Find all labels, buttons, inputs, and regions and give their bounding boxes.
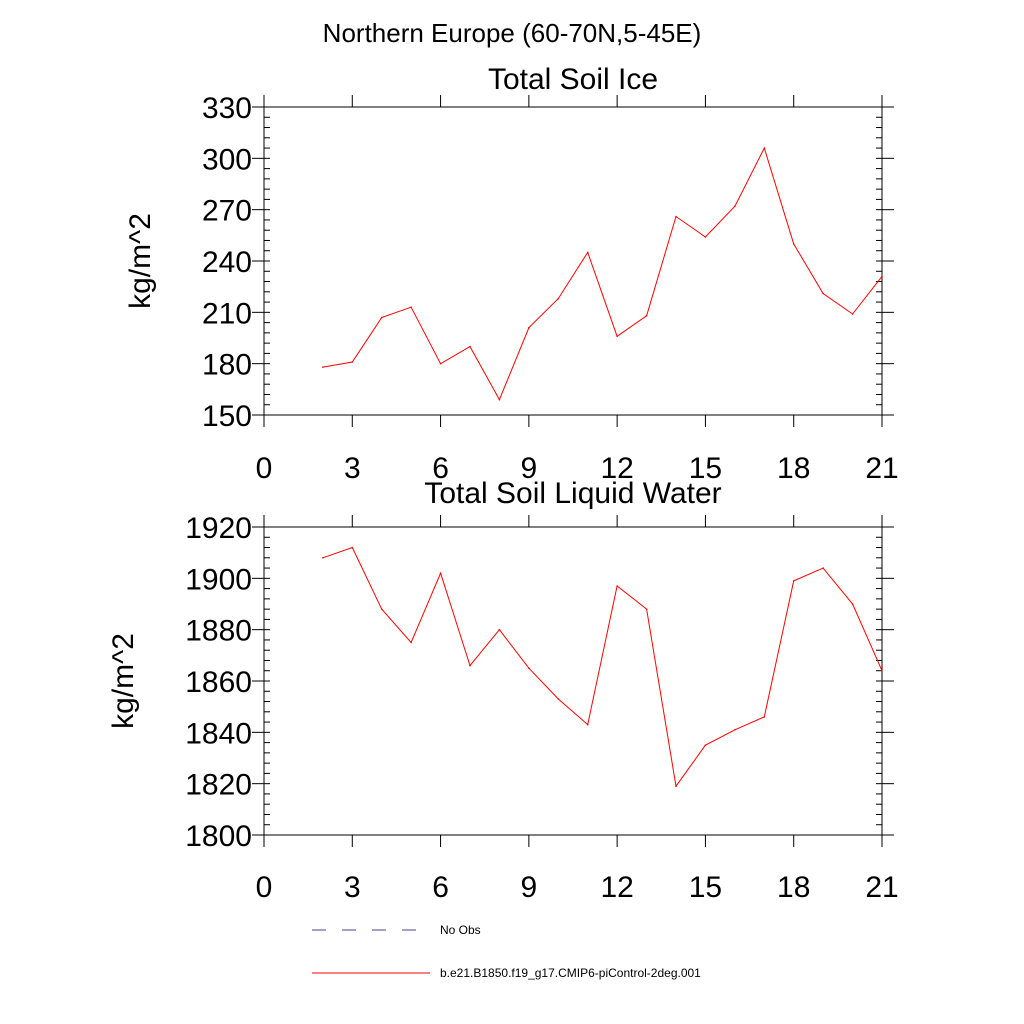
data-point <box>469 345 471 348</box>
data-point <box>881 669 883 672</box>
x-tick-label: 21 <box>865 452 898 485</box>
series-line-0 <box>322 146 883 401</box>
data-point <box>586 723 589 726</box>
panel-title: Total Soil Liquid Water <box>424 477 721 510</box>
data-point <box>734 728 736 731</box>
x-tick-label: 3 <box>344 871 361 904</box>
legend-label-no-obs: No Obs <box>440 923 481 937</box>
data-point <box>498 628 501 631</box>
data-point <box>380 608 383 610</box>
y-tick-label: 1900 <box>185 563 252 596</box>
y-tick-label: 1880 <box>185 615 252 648</box>
x-tick-label: 0 <box>256 452 273 485</box>
x-tick-label: 9 <box>521 452 538 485</box>
x-tick-label: 21 <box>865 871 898 904</box>
x-tick-label: 15 <box>689 871 722 904</box>
x-tick-label: 18 <box>777 452 810 485</box>
x-tick-label: 15 <box>689 452 722 485</box>
legend-label-model: b.e21.B1850.f19_g17.CMIP6-piControl-2deg… <box>440 966 701 980</box>
data-point <box>763 147 766 149</box>
data-point <box>851 603 854 605</box>
x-tick-label: 3 <box>344 452 361 485</box>
series-line-0 <box>322 546 883 788</box>
y-tick-label: 150 <box>202 400 252 433</box>
x-tick-label: 12 <box>600 871 633 904</box>
data-point <box>675 785 677 788</box>
figure-title: Northern Europe (60-70N,5-45E) <box>323 18 702 48</box>
data-point <box>351 546 354 549</box>
data-point <box>645 314 648 317</box>
x-tick-label: 6 <box>432 871 449 904</box>
data-point <box>645 608 648 610</box>
legend: No Obs b.e21.B1850.f19_g17.CMIP6-piContr… <box>312 923 701 980</box>
y-tick-label: 1860 <box>185 666 252 699</box>
data-point <box>439 362 442 365</box>
data-point <box>675 215 677 218</box>
y-tick-label: 1920 <box>185 512 252 545</box>
data-point <box>322 557 324 559</box>
panel-total-soil-ice: Total Soil Ice kg/m^2 0 3 6 9 12 15 18 21 150 180 21… <box>124 63 899 485</box>
y-tick-label: 210 <box>202 297 252 330</box>
data-point <box>410 306 412 309</box>
data-point <box>792 243 795 245</box>
data-point <box>557 698 560 700</box>
x-tick-label: 6 <box>432 452 449 485</box>
data-point <box>881 275 883 278</box>
data-point <box>351 361 354 363</box>
data-point <box>322 366 324 368</box>
x-tick-label: 9 <box>521 871 538 904</box>
data-point <box>792 580 795 582</box>
y-axis-label: kg/m^2 <box>124 213 157 309</box>
data-point <box>822 567 824 569</box>
data-point <box>498 398 501 401</box>
data-point <box>616 335 618 338</box>
data-point <box>586 251 589 254</box>
y-axis-label: kg/m^2 <box>107 633 140 729</box>
data-point <box>822 292 824 295</box>
x-tick-label: 18 <box>777 871 810 904</box>
panel-title: Total Soil Ice <box>488 63 658 96</box>
y-tick-label: 1820 <box>185 769 252 802</box>
y-tick-label: 240 <box>202 246 252 279</box>
plot-frame <box>263 526 883 836</box>
y-tick-label: 1840 <box>185 717 252 750</box>
data-point <box>528 667 530 669</box>
y-tick-label: 1800 <box>185 820 252 853</box>
data-point <box>557 297 560 300</box>
data-point <box>380 316 383 319</box>
data-point <box>528 326 530 329</box>
x-tick-label: 12 <box>600 452 633 485</box>
y-tick-label: 180 <box>202 349 252 382</box>
data-point <box>704 236 707 238</box>
data-point <box>851 313 854 315</box>
plot-frame <box>263 106 883 416</box>
x-tick-label: 0 <box>256 871 273 904</box>
data-point <box>410 641 412 644</box>
data-point <box>439 572 442 574</box>
data-point <box>616 585 618 587</box>
y-tick-label: 330 <box>202 92 252 125</box>
y-tick-label: 300 <box>202 143 252 176</box>
data-point <box>763 716 766 718</box>
data-point <box>734 205 736 208</box>
data-point <box>469 664 471 667</box>
data-point <box>704 744 707 746</box>
y-tick-label: 270 <box>202 195 252 228</box>
